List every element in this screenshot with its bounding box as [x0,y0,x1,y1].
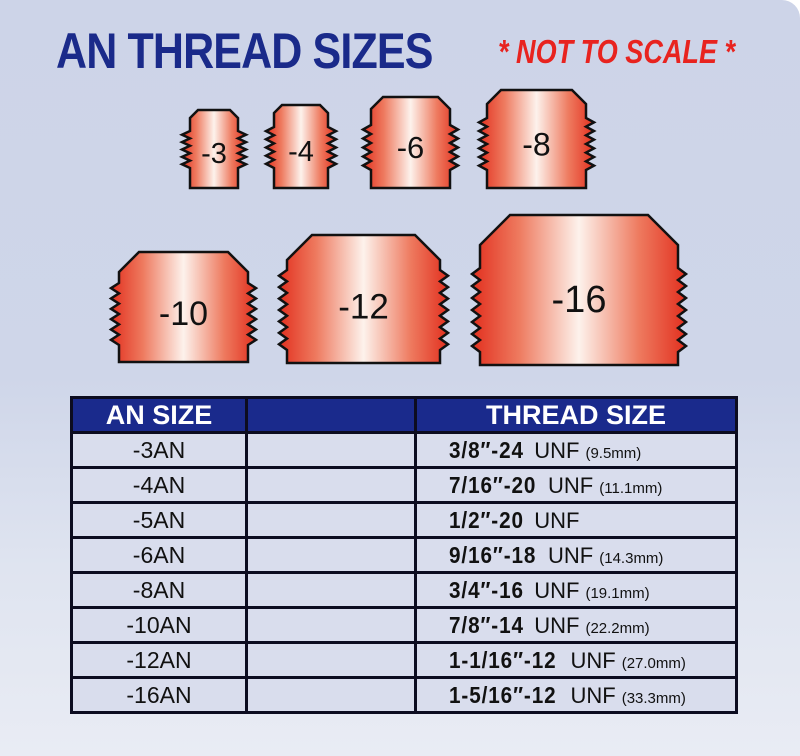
fitting-dash12: -12 [276,233,451,365]
thread-mm: (27.0mm) [621,654,686,672]
not-to-scale-note: * NOT TO SCALE * [498,33,736,70]
fitting-shape [469,213,689,367]
fitting-dash4: -4 [263,103,339,190]
fitting-dash16: -16 [469,213,689,367]
thread-unf: UNF [534,437,580,463]
thread-spec: 1/2″-20 [449,506,524,533]
table-row: -3AN 3/8″-24 UNF (9.5mm) [70,431,738,469]
thread-spec: 1-1/16″-12 [449,646,557,673]
an-size-cell: -4AN [70,466,248,504]
fitting-label: -16 [552,279,607,321]
thread-size-table: AN SIZE THREAD SIZE -3AN 3/8″-24 UNF (9.5mm… [70,396,738,714]
blank-cell [245,571,417,609]
fitting-label: -8 [522,126,550,162]
fitting-dash6: -6 [360,95,461,190]
thread-mm: (19.1mm) [585,584,650,602]
thread-spec: 1-5/16″-12 [449,681,557,708]
an-size-cell: -16AN [70,676,248,714]
fitting-dash10: -10 [108,250,259,364]
an-size-cell: -8AN [70,571,248,609]
table-row: -6AN 9/16″-18 UNF (14.3mm) [70,536,738,574]
blank-cell [245,536,417,574]
page-title: AN THREAD SIZES [56,23,433,79]
header-thread-size: THREAD SIZE [414,396,738,434]
thread-size-cell: 9/16″-18 UNF (14.3mm) [414,536,738,574]
thread-unf: UNF [570,682,616,708]
table-row: -10AN 7/8″-14 UNF (22.2mm) [70,606,738,644]
fitting-shape [476,88,597,190]
thread-unf: UNF [534,612,580,638]
an-size-cell: -3AN [70,431,248,469]
thread-size-cell: 3/4″-16 UNF (19.1mm) [414,571,738,609]
fitting-shape [276,233,451,365]
fitting-label: -4 [288,136,314,168]
fitting-shape [263,103,339,190]
thread-size-cell: 7/8″-14 UNF (22.2mm) [414,606,738,644]
table-row: -4AN 7/16″-20 UNF (11.1mm) [70,466,738,504]
thread-mm: (9.5mm) [585,444,642,462]
thread-spec: 9/16″-18 [449,541,537,568]
fitting-shape [360,95,461,190]
fitting-label: -12 [338,287,389,326]
fitting-label: -3 [201,138,227,170]
thread-spec: 7/16″-20 [449,471,537,498]
blank-cell [245,606,417,644]
thread-unf: UNF [570,647,616,673]
an-size-cell: -10AN [70,606,248,644]
table-row: -5AN 1/2″-20 UNF [70,501,738,539]
table-row: -12AN 1-1/16″-12 UNF (27.0mm) [70,641,738,679]
fitting-label: -6 [397,130,425,165]
fitting-label: -10 [159,295,208,333]
thread-size-cell: 1/2″-20 UNF [414,501,738,539]
an-size-cell: -5AN [70,501,248,539]
an-size-cell: -12AN [70,641,248,679]
thread-mm: (33.3mm) [621,689,686,707]
blank-cell [245,466,417,504]
thread-mm: (14.3mm) [599,549,664,567]
thread-size-cell: 7/16″-20 UNF (11.1mm) [414,466,738,504]
table-row: -16AN 1-5/16″-12 UNF (33.3mm) [70,676,738,714]
thread-size-cell: 1-5/16″-12 UNF (33.3mm) [414,676,738,714]
blank-cell [245,641,417,679]
thread-mm: (11.1mm) [599,479,663,497]
fittings-diagram: -3 -4 -6 -8 -10 -12 -16 [108,88,689,367]
thread-mm: (22.2mm) [585,619,650,637]
thread-unf: UNF [548,472,594,498]
fitting-dash3: -3 [179,108,249,190]
thread-size-cell: 3/8″-24 UNF (9.5mm) [414,431,738,469]
thread-spec: 7/8″-14 [449,611,524,638]
table-row: -8AN 3/4″-16 UNF (19.1mm) [70,571,738,609]
header-an-size: AN SIZE [70,396,248,434]
thread-unf: UNF [548,542,594,568]
blank-cell [245,676,417,714]
thread-spec: 3/8″-24 [449,436,524,463]
blank-cell [245,501,417,539]
thread-unf: UNF [534,507,580,533]
an-size-cell: -6AN [70,536,248,574]
fitting-shape [179,108,249,190]
blank-cell [245,431,417,469]
fitting-shape [108,250,259,364]
header-blank [245,396,417,434]
thread-size-cell: 1-1/16″-12 UNF (27.0mm) [414,641,738,679]
thread-unf: UNF [534,577,580,603]
thread-spec: 3/4″-16 [449,576,524,603]
fitting-dash8: -8 [476,88,597,190]
table-header-row: AN SIZE THREAD SIZE [70,396,738,434]
